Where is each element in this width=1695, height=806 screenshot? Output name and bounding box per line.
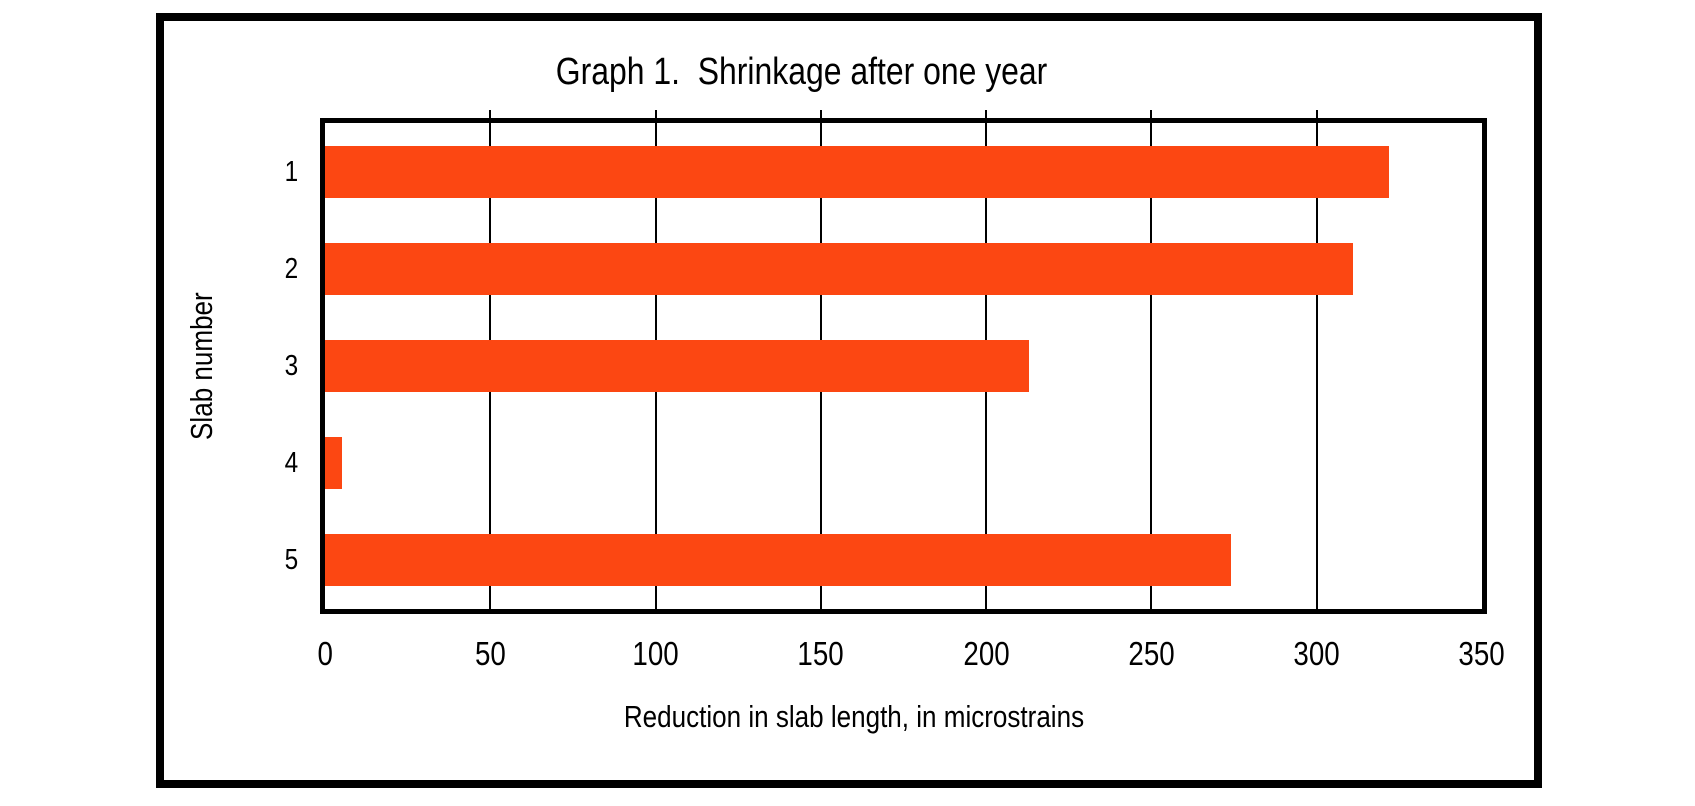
x-tick-label: 0	[265, 636, 385, 672]
chart-title: Graph 1. Shrinkage after one year	[402, 51, 1202, 94]
x-tick-label-text: 50	[474, 635, 506, 672]
plot-inner	[325, 110, 1482, 609]
chart-title-text: Graph 1. Shrinkage after one year	[556, 51, 1048, 93]
category-axis-labels: 1 2 3 4 5	[218, 123, 298, 609]
x-tick-label-text: 200	[963, 635, 1010, 672]
bar	[325, 437, 342, 490]
plot-area	[320, 110, 1487, 614]
category-label-text: 2	[284, 252, 298, 285]
bar	[325, 340, 1030, 392]
x-tick-label: 350	[1422, 636, 1542, 672]
y-axis-title-text: Slab number	[184, 292, 219, 440]
x-tick-label-text: 250	[1128, 635, 1175, 672]
x-axis-tick-labels: 0 50 100 150 200 250 300 350	[317, 636, 1505, 676]
x-tick-label: 50	[430, 636, 550, 672]
category-label-text: 4	[284, 447, 298, 480]
gridline	[1150, 123, 1153, 609]
category-label-text: 1	[284, 155, 298, 188]
x-tick-label: 100	[596, 636, 716, 672]
x-tick-label-text: 350	[1458, 635, 1506, 672]
bar	[325, 534, 1231, 587]
top-axis-tick	[1315, 110, 1318, 119]
category-label: 1	[218, 155, 298, 189]
top-axis-tick	[489, 110, 492, 119]
x-tick-label: 250	[1091, 636, 1211, 672]
bar	[325, 242, 1354, 295]
x-tick-label-text: 0	[317, 635, 333, 672]
category-label: 4	[218, 446, 298, 480]
top-axis-tick	[654, 110, 657, 119]
top-axis-tick	[985, 110, 988, 119]
category-label-text: 3	[284, 350, 298, 382]
x-tick-label: 200	[926, 636, 1046, 672]
gridline	[1315, 123, 1318, 609]
x-tick-label-text: 150	[797, 635, 844, 672]
x-axis-title-text: Reduction in slab length, in microstrain…	[623, 699, 1085, 734]
x-tick-label-text: 300	[1293, 635, 1340, 672]
bar	[325, 145, 1390, 198]
x-tick-label-text: 100	[632, 635, 679, 672]
top-axis-tick	[1150, 110, 1153, 119]
category-label: 5	[218, 543, 298, 577]
top-axis-tick	[819, 110, 822, 119]
x-tick-label: 300	[1257, 636, 1377, 672]
category-label: 2	[218, 252, 298, 286]
category-label-text: 5	[284, 544, 298, 577]
category-label: 3	[218, 349, 298, 383]
y-axis-title: Slab number	[182, 116, 222, 616]
x-axis-title: Reduction in slab length, in microstrain…	[454, 699, 1254, 734]
x-tick-label: 150	[761, 636, 881, 672]
